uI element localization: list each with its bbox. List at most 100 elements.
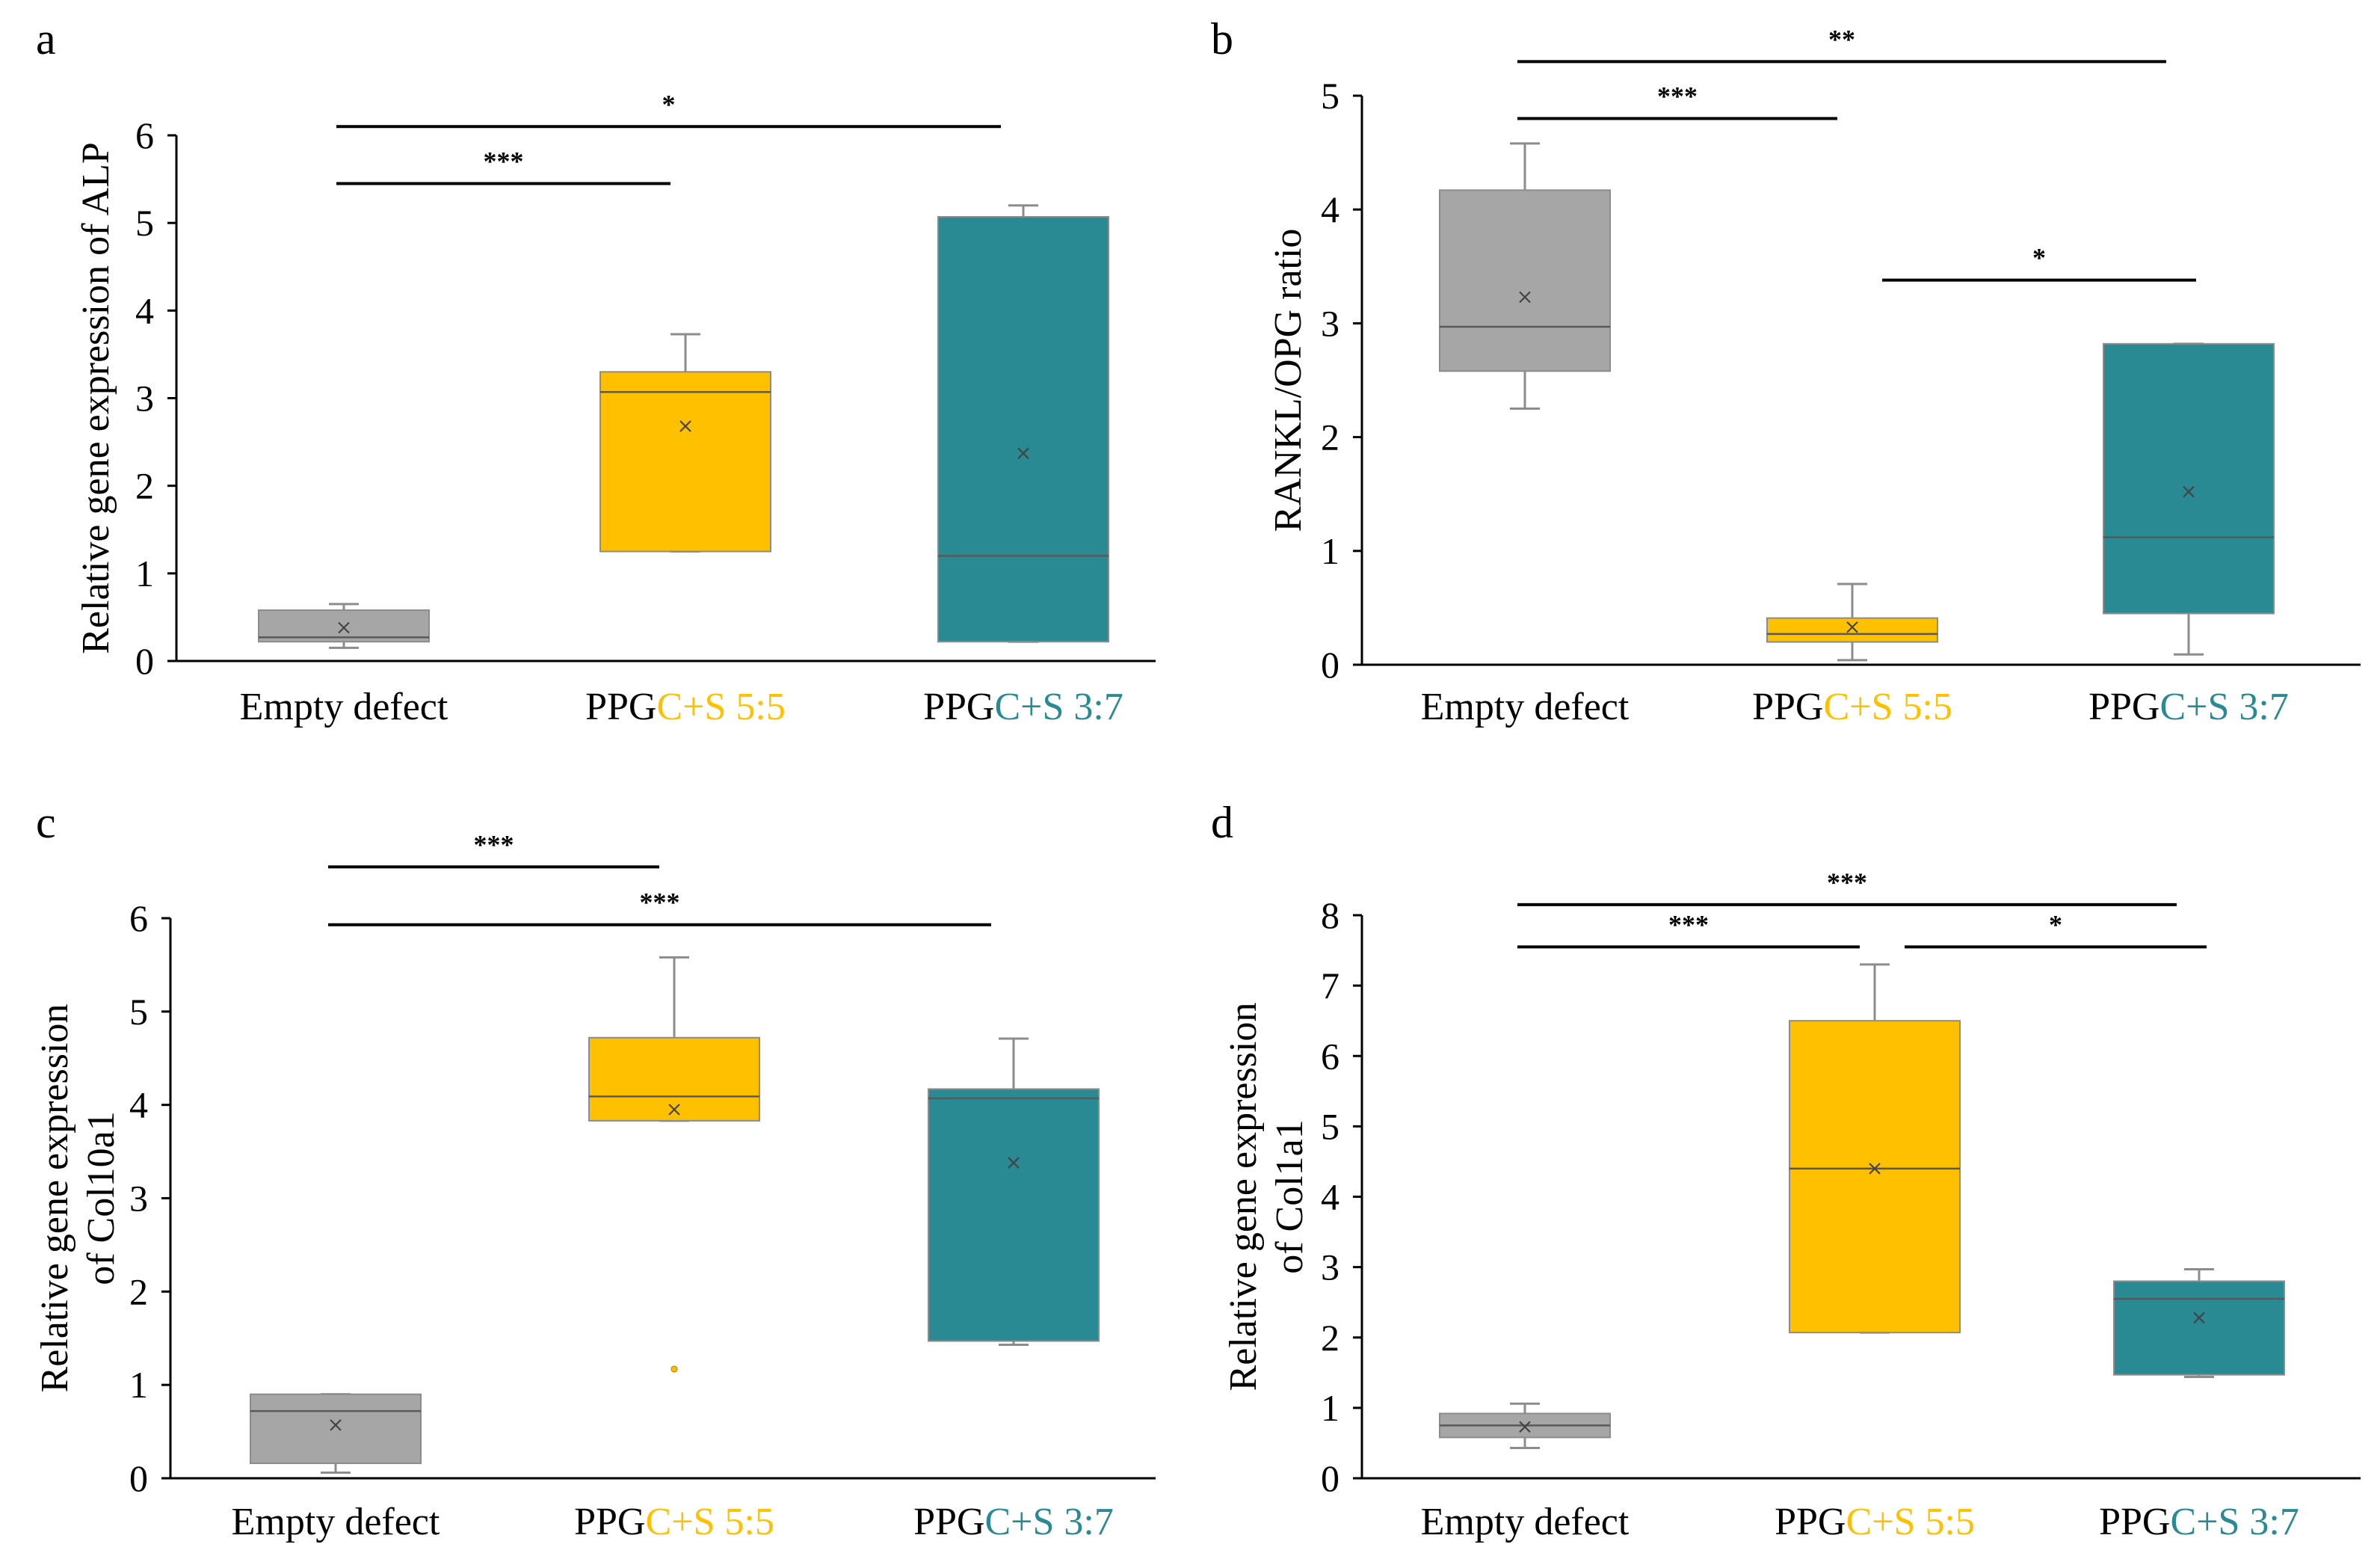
category-label: Empty defect	[240, 686, 448, 728]
category-label-ratio: C+S 5:5	[1824, 686, 1952, 728]
panel-a: a 0 1 2 3 4 5 6 Relative gene expression of ALP E…	[36, 14, 1156, 728]
category-label-prefix: PPG	[1775, 1501, 1846, 1543]
box-2	[599, 333, 771, 553]
outlier-point	[670, 1365, 678, 1373]
y-axis-label: of Col10a1	[80, 1111, 123, 1285]
y-tick-label: 5	[135, 202, 154, 244]
iqr-box	[599, 371, 771, 553]
y-tick-label: 4	[129, 1084, 148, 1126]
box-2	[1789, 963, 1961, 1334]
category-label-prefix: PPG	[1752, 686, 1823, 728]
box-1	[1439, 1402, 1611, 1450]
panel-letter: c	[36, 798, 56, 847]
category-label-ratio: C+S 3:7	[985, 1501, 1114, 1543]
y-tick-label: 2	[1321, 1317, 1339, 1359]
y-axis-label: RANKL/OPG ratio	[1267, 229, 1310, 532]
mean-marker	[2193, 1312, 2205, 1324]
significance-label: ***	[484, 146, 524, 176]
category-label-prefix: PPG	[913, 1501, 984, 1543]
panel-letter: b	[1211, 14, 1233, 64]
mean-marker	[1017, 447, 1029, 460]
significance-label: ***	[640, 888, 680, 917]
mean-marker	[2183, 485, 2195, 498]
significance-label: ***	[474, 829, 514, 859]
iqr-box	[2103, 342, 2275, 615]
y-axis-label: Relative gene expression of ALP	[75, 142, 117, 654]
iqr-box	[928, 1088, 1100, 1342]
category-label: Empty defect	[1421, 1501, 1630, 1543]
significance-label: *	[2032, 243, 2046, 273]
box-3	[2113, 1267, 2285, 1378]
y-tick-label: 6	[1321, 1035, 1339, 1077]
significance-label: ***	[1657, 81, 1698, 111]
category-label: PPGC+S 3:7	[923, 686, 1123, 728]
significance-label: ***	[1668, 909, 1709, 939]
significance-label: *	[662, 89, 676, 119]
category-label-ratio: C+S 3:7	[2171, 1501, 2299, 1543]
y-axis-label: of Col1a1	[1268, 1119, 1311, 1274]
category-label-ratio: C+S 5:5	[646, 1501, 774, 1543]
category-label-prefix: PPG	[923, 686, 994, 728]
y-tick-label: 2	[1321, 416, 1339, 458]
mean-marker	[1869, 1163, 1881, 1175]
y-tick-label: 2	[135, 465, 154, 507]
iqr-box	[588, 1036, 760, 1122]
category-label: PPGC+S 3:7	[913, 1501, 1114, 1543]
y-tick-label: 3	[135, 378, 154, 419]
y-tick-label: 1	[1321, 1387, 1339, 1429]
y-tick-label: 3	[129, 1178, 148, 1220]
iqr-box	[2113, 1280, 2285, 1376]
panel-d: d 0 1 2 3 4 5 6 7 8 Relative gene expression of Col…	[1211, 798, 2361, 1543]
box-1	[258, 603, 430, 649]
category-label: Empty defect	[1421, 686, 1630, 728]
iqr-box	[1439, 189, 1611, 372]
y-tick-label: 0	[129, 1457, 148, 1499]
box-2	[588, 956, 760, 1122]
y-tick-label: 4	[135, 289, 154, 331]
y-tick-label: 5	[1321, 1105, 1339, 1147]
mean-marker	[1519, 291, 1531, 304]
box-2	[1766, 582, 1938, 662]
box-1	[250, 1393, 422, 1475]
category-label-ratio: C+S 5:5	[657, 686, 786, 728]
category-label: Empty defect	[232, 1501, 440, 1543]
category-label-ratio: C+S 5:5	[1846, 1501, 1975, 1543]
box-3	[928, 1037, 1100, 1346]
y-tick-label: 1	[1321, 530, 1339, 572]
iqr-box	[1789, 1020, 1961, 1334]
y-tick-label: 1	[135, 553, 154, 594]
category-label-prefix: PPG	[2088, 686, 2159, 728]
panel-letter: d	[1211, 798, 1233, 847]
mean-marker	[679, 420, 691, 432]
category-label-ratio: C+S 3:7	[995, 686, 1123, 728]
category-label-prefix: Empty defect	[1421, 1501, 1630, 1543]
iqr-box	[937, 215, 1109, 643]
category-label: PPGC+S 5:5	[585, 686, 786, 728]
category-label-prefix: PPG	[585, 686, 656, 728]
category-label: PPGC+S 5:5	[1775, 1501, 1975, 1543]
mean-marker	[668, 1104, 680, 1116]
panel-c: c 0 1 2 3 4 5 6 Relative gene expression of Col10…	[34, 798, 1156, 1543]
iqr-box	[1766, 617, 1938, 643]
y-tick-label: 6	[135, 114, 154, 156]
category-label-prefix: Empty defect	[1421, 686, 1630, 728]
panel-letter: a	[36, 14, 56, 64]
y-tick-label: 6	[129, 897, 148, 939]
box-3	[2103, 342, 2275, 656]
y-tick-label: 3	[1321, 302, 1339, 344]
y-axis-label: Relative gene expression	[1222, 1003, 1265, 1392]
category-label-ratio: C+S 3:7	[2160, 686, 2289, 728]
mean-marker	[1519, 1421, 1531, 1433]
significance-label: ***	[1827, 867, 1867, 897]
category-label-prefix: PPG	[2099, 1501, 2170, 1543]
mean-marker	[1008, 1157, 1020, 1169]
box-1	[1439, 142, 1611, 411]
y-tick-label: 3	[1321, 1246, 1339, 1288]
y-tick-label: 4	[1321, 188, 1339, 230]
y-tick-label: 1	[129, 1364, 148, 1406]
iqr-box	[250, 1393, 422, 1465]
y-tick-label: 8	[1321, 894, 1339, 936]
y-tick-label: 0	[1321, 644, 1339, 686]
